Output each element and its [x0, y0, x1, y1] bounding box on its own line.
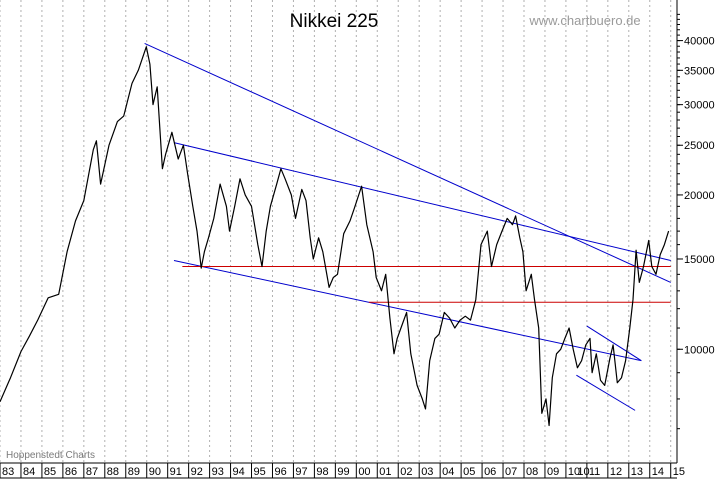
x-tick-label: 08: [526, 466, 538, 478]
x-tick-label: 10: [577, 466, 589, 478]
x-tick-label: 85: [44, 466, 56, 478]
x-tick-label: 12: [610, 466, 622, 478]
x-tick-label: 97: [295, 466, 307, 478]
x-tick-label: 92: [191, 466, 203, 478]
x-tick-label: 14: [652, 466, 664, 478]
x-tick-label: 02: [400, 466, 412, 478]
y-tick-label: 15000: [684, 254, 715, 266]
x-tick-label: 06: [484, 466, 496, 478]
y-tick-label: 30000: [684, 100, 715, 112]
x-tick-label: 87: [86, 466, 98, 478]
x-tick-label: 10: [568, 466, 580, 478]
trendline: [173, 259, 642, 362]
watermark: www.chartbuero.de: [528, 13, 640, 28]
y-tick-label: 25000: [684, 140, 715, 152]
x-tick-label: 91: [170, 466, 182, 478]
x-tick-label: 15: [673, 466, 685, 478]
trendline: [144, 42, 671, 283]
x-tick-label: 01: [379, 466, 391, 478]
trendline: [173, 142, 671, 261]
x-tick-label: 11: [589, 466, 600, 478]
grid: [0, 0, 672, 463]
trendline: [586, 325, 642, 362]
x-tick-label: 00: [358, 466, 370, 478]
chart-title: Nikkei 225: [290, 11, 379, 32]
x-tick-label: 95: [254, 466, 266, 478]
x-tick-label: 84: [23, 466, 35, 478]
x-tick-label: 03: [421, 466, 433, 478]
x-tick-label: 94: [233, 466, 245, 478]
x-tick-label: 88: [107, 466, 119, 478]
x-tick-label: 07: [505, 466, 517, 478]
x-tick-label: 04: [442, 466, 454, 478]
y-tick-label: 20000: [684, 190, 715, 202]
x-tick-label: 90: [149, 466, 161, 478]
x-tick-label: 98: [316, 466, 328, 478]
y-tick-label: 35000: [684, 65, 715, 77]
x-tick-label: 86: [65, 466, 77, 478]
y-tick-label: 10000: [684, 344, 715, 356]
x-tick-label: 09: [547, 466, 559, 478]
series: [0, 46, 670, 427]
source-note: Hoppenstedt Charts: [6, 450, 95, 461]
x-tick-label: 96: [274, 466, 286, 478]
x-tick-label: 05: [463, 466, 475, 478]
x-tick-label: 93: [212, 466, 224, 478]
x-tick-label: 99: [337, 466, 349, 478]
x-tick-label: 89: [128, 466, 140, 478]
y-tick-label: 40000: [684, 36, 715, 48]
trendline: [576, 374, 636, 411]
overlays: [144, 42, 671, 411]
ticks: 10000 15000 20000 25000 30000 35000 40000 83 84 8…: [0, 13, 715, 478]
x-tick-label: 13: [631, 466, 643, 478]
x-tick-label: 83: [2, 466, 14, 478]
series-line: [0, 46, 670, 427]
